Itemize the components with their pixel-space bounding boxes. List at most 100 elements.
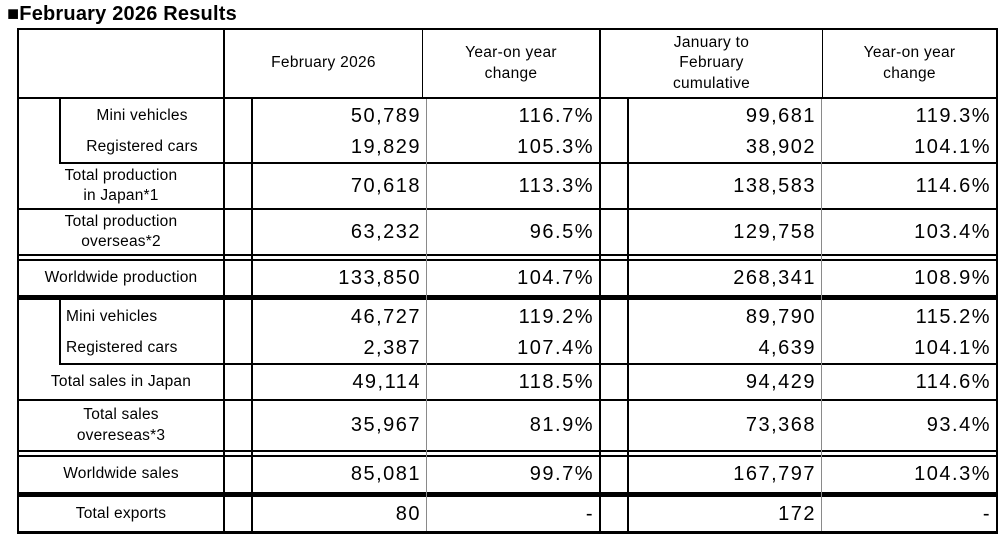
value-cumyoy-worldwide-production: 108.9% (822, 261, 996, 300)
value-cum-registered-cars-production: 38,902 (745, 136, 816, 158)
row-label-worldwide-sales: Worldwide sales (19, 457, 223, 497)
column-yoy-change-2-values: 119.3% 104.1% 114.6% 103.4% 108.9% 115.2… (821, 99, 996, 531)
value-cell-group: 46,727 2,387 (253, 300, 426, 365)
double-rule-divider (427, 254, 599, 261)
row-label-registered-cars-sales: Registered cars (66, 339, 178, 357)
row-label-total-exports: Total exports (75, 504, 167, 522)
value-cell-group: 119.2% 107.4% (427, 300, 599, 365)
double-rule-divider (629, 450, 821, 457)
value-feb-total-production-japan: 70,618 (253, 164, 426, 210)
page-title: ■February 2026 Results (7, 3, 237, 25)
header-jan-feb-cumulative: January to February cumulative (601, 30, 823, 97)
double-rule-divider (601, 450, 627, 457)
value-feb-total-sales-japan: 49,114 (253, 365, 426, 401)
value-yoy-worldwide-production: 104.7% (427, 261, 599, 300)
double-rule-divider (253, 450, 426, 457)
row-label-total-sales-japan: Total sales in Japan (19, 365, 223, 401)
indent-gap (19, 300, 59, 365)
value-cumyoy-registered-cars-production: 104.1% (914, 136, 991, 158)
header-blank (19, 30, 225, 97)
value-feb-mini-vehicles-production: 50,789 (350, 104, 421, 127)
double-rule-divider (225, 450, 251, 457)
column-row-labels: Mini vehicles Registered cars Total prod… (19, 99, 223, 531)
double-rule-divider (629, 254, 821, 261)
column-cumulative-values: 99,681 38,902 138,583 129,758 268,341 89… (629, 99, 821, 531)
double-rule-divider (427, 450, 599, 457)
table-header-row: February 2026 Year-on year change Januar… (19, 30, 996, 99)
indent-box: Mini vehicles Registered cars (59, 99, 223, 164)
value-cum-total-sales-japan: 94,429 (629, 365, 821, 401)
column-yoy-change-1-values: 116.7% 105.3% 113.3% 96.5% 104.7% 119.2%… (426, 99, 599, 531)
value-cumyoy-registered-cars-sales: 104.1% (914, 337, 991, 359)
row-label-mini-vehicles-sales: Mini vehicles (66, 307, 158, 325)
value-feb-registered-cars-production: 19,829 (350, 136, 421, 158)
value-cell-group: 50,789 19,829 (253, 99, 426, 164)
double-rule-divider (601, 254, 627, 261)
value-cum-registered-cars-sales: 4,639 (758, 337, 816, 359)
row-label-total-production-overseas: Total production overseas*2 (64, 212, 178, 250)
row-label-worldwide-production: Worldwide production (19, 261, 223, 300)
value-feb-total-production-overseas: 63,232 (350, 220, 421, 243)
value-cell-group: 89,790 4,639 (629, 300, 821, 365)
value-yoy-total-production-overseas: 96.5% (529, 220, 594, 243)
double-rule-divider (225, 254, 251, 261)
value-cumyoy-total-production-japan: 114.6% (822, 164, 996, 210)
value-cum-worldwide-production: 268,341 (629, 261, 821, 300)
indent-box: Mini vehicles Registered cars (59, 300, 223, 365)
header-yoy-change-2: Year-on year change (863, 44, 956, 82)
value-cumyoy-mini-vehicles-production: 119.3% (915, 104, 991, 127)
double-rule-divider (253, 254, 426, 261)
value-feb-total-sales-overseas: 35,967 (350, 414, 421, 436)
value-cum-total-production-japan: 138,583 (629, 164, 821, 210)
value-cum-mini-vehicles-sales: 89,790 (745, 305, 816, 328)
row-label-total-production-japan: Total production in Japan*1 (19, 164, 223, 210)
value-cumyoy-total-sales-japan: 114.6% (822, 365, 996, 401)
value-yoy-mini-vehicles-production: 116.7% (518, 104, 594, 127)
value-yoy-total-exports: - (585, 502, 594, 525)
double-rule-divider (19, 254, 223, 261)
value-yoy-mini-vehicles-sales: 119.2% (518, 305, 594, 328)
value-yoy-total-production-japan: 113.3% (427, 164, 599, 210)
value-cumyoy-mini-vehicles-sales: 115.2% (915, 305, 991, 328)
spacer-column (223, 99, 253, 531)
table-body: Mini vehicles Registered cars Total prod… (19, 99, 996, 531)
value-cell-group: 116.7% 105.3% (427, 99, 599, 164)
value-cum-total-production-overseas: 129,758 (733, 220, 816, 243)
value-cumyoy-total-production-overseas: 103.4% (914, 220, 991, 243)
value-cumyoy-total-sales-overseas: 93.4% (926, 414, 991, 436)
value-cell-group: 99,681 38,902 (629, 99, 821, 164)
row-label-mini-vehicles-production: Mini vehicles (96, 106, 188, 124)
indent-gap (19, 99, 59, 164)
value-feb-worldwide-production: 133,850 (253, 261, 426, 300)
value-cell-group: 119.3% 104.1% (822, 99, 996, 164)
value-cum-worldwide-sales: 167,797 (629, 457, 821, 497)
spacer-column (599, 99, 629, 531)
value-cum-mini-vehicles-production: 99,681 (745, 104, 816, 127)
header-february-2026: February 2026 (225, 30, 423, 97)
value-feb-total-exports: 80 (395, 502, 421, 525)
value-yoy-total-sales-overseas: 81.9% (529, 414, 594, 436)
sales-breakdown-group: Mini vehicles Registered cars (19, 300, 223, 365)
value-cell-group: 115.2% 104.1% (822, 300, 996, 365)
double-rule-divider (19, 450, 223, 457)
value-yoy-worldwide-sales: 99.7% (427, 457, 599, 497)
double-rule-divider (822, 254, 996, 261)
results-table: February 2026 Year-on year change Januar… (17, 28, 998, 534)
value-cum-total-sales-overseas: 73,368 (745, 414, 816, 436)
value-yoy-total-sales-japan: 118.5% (427, 365, 599, 401)
value-cumyoy-worldwide-sales: 104.3% (822, 457, 996, 497)
header-yoy-change-1: Year-on year change (423, 30, 601, 97)
row-label-registered-cars-production: Registered cars (86, 138, 198, 156)
value-feb-mini-vehicles-sales: 46,727 (350, 305, 421, 328)
row-label-total-sales-overseas: Total sales overeseas*3 (76, 406, 166, 444)
value-feb-registered-cars-sales: 2,387 (363, 337, 421, 359)
value-feb-worldwide-sales: 85,081 (253, 457, 426, 497)
double-rule-divider (822, 450, 996, 457)
value-cumyoy-total-exports: - (982, 502, 991, 525)
value-cum-total-exports: 172 (778, 502, 816, 525)
value-yoy-registered-cars-production: 105.3% (517, 136, 594, 158)
column-february-2026-values: 50,789 19,829 70,618 63,232 133,850 46,7… (253, 99, 426, 531)
value-yoy-registered-cars-sales: 107.4% (517, 337, 594, 359)
production-breakdown-group: Mini vehicles Registered cars (19, 99, 223, 164)
